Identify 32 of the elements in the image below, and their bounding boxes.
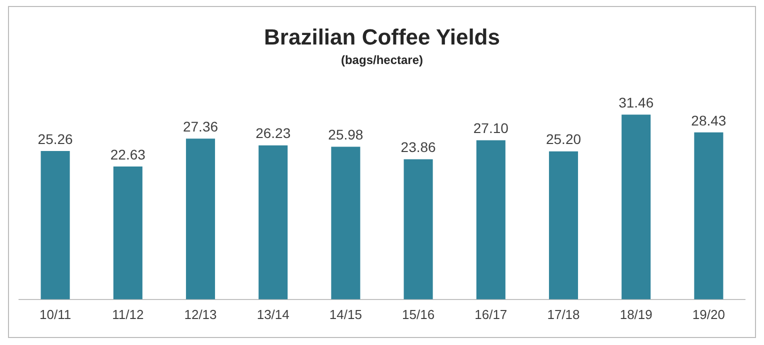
x-tick-label: 10/11	[40, 306, 72, 322]
bar	[40, 151, 70, 300]
x-tick-label: 18/19	[620, 306, 652, 322]
bar	[476, 140, 506, 300]
bar	[622, 114, 651, 300]
x-tick-label: 16/17	[474, 306, 508, 322]
data-label: 25.26	[38, 130, 74, 147]
data-label: 26.23	[256, 125, 291, 142]
chart-subtitle: (bags/hectare)	[340, 52, 424, 67]
x-tick-label: 17/18	[547, 306, 580, 322]
bar	[548, 151, 578, 300]
bar	[258, 145, 288, 300]
data-label: 27.36	[182, 118, 218, 135]
bar	[694, 132, 724, 300]
bar	[331, 146, 360, 300]
data-label: 25.20	[546, 131, 582, 148]
data-label: 25.98	[328, 126, 364, 143]
x-tick-label: 15/16	[402, 306, 435, 322]
x-tick-label: 11/12	[112, 306, 144, 322]
x-tick-label: 12/13	[184, 306, 217, 322]
chart-title: Brazilian Coffee Yields	[264, 24, 500, 50]
data-label: 31.46	[618, 94, 654, 110]
data-label: 22.63	[110, 146, 146, 162]
bar	[186, 138, 216, 300]
x-tick-label: 14/15	[329, 306, 362, 322]
bar	[113, 166, 142, 300]
data-label: 27.10	[473, 120, 509, 136]
data-label: 23.86	[400, 139, 436, 156]
x-tick-label: 19/20	[692, 306, 725, 322]
bar	[404, 159, 433, 300]
data-label: 28.43	[691, 112, 726, 128]
x-tick-label: 13/14	[256, 306, 290, 322]
